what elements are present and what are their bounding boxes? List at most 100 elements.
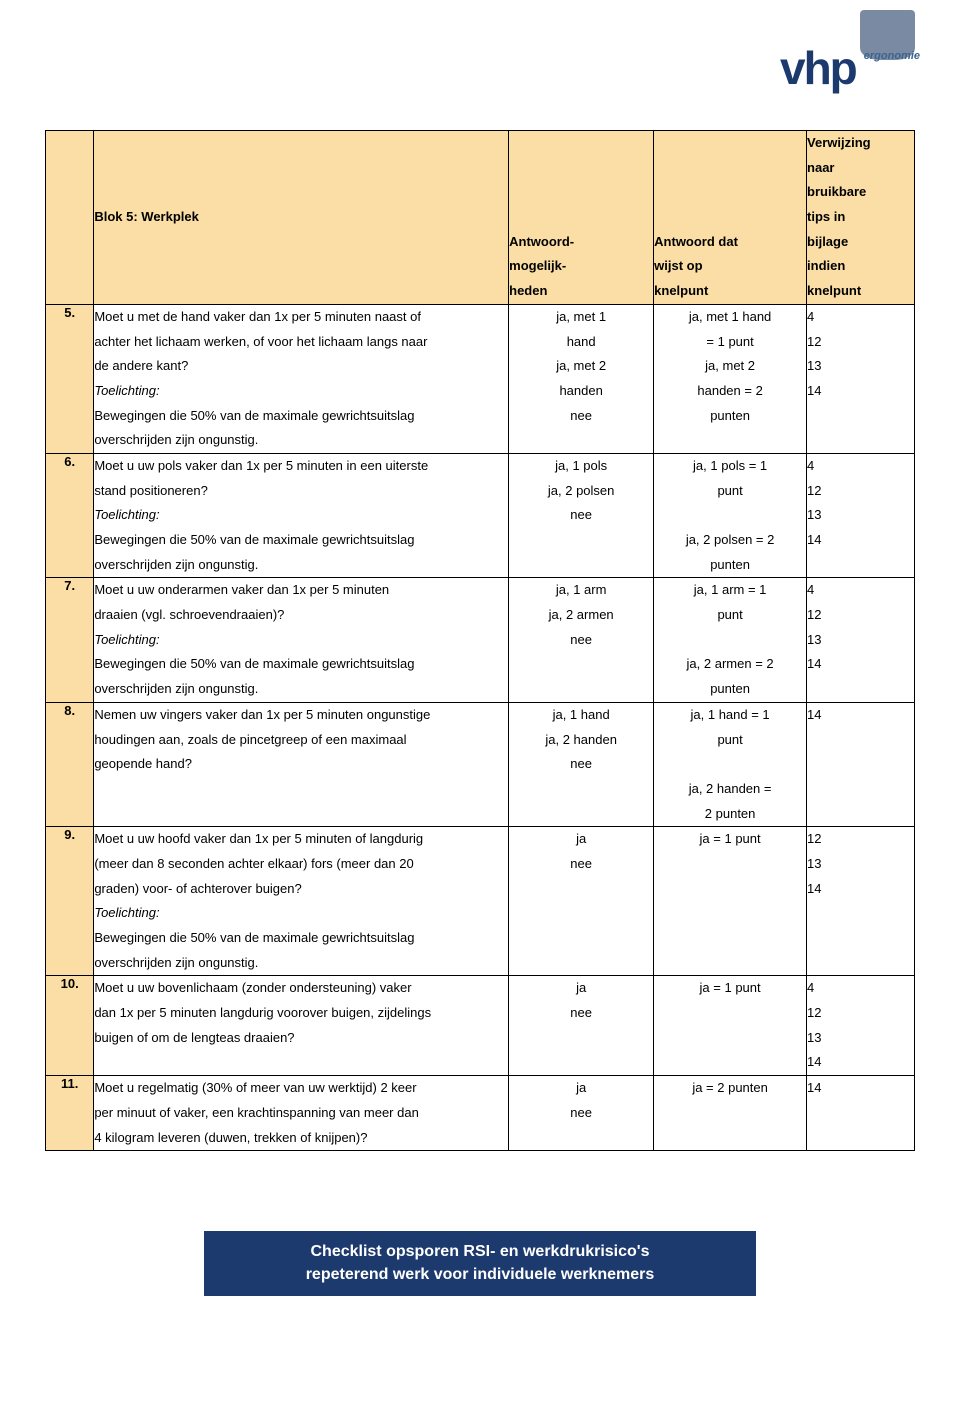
question-line: houdingen aan, zoals de pincetgreep of e… bbox=[94, 728, 508, 753]
option-line: ja bbox=[509, 976, 653, 1001]
row-options: janee bbox=[509, 976, 654, 1076]
question-line: graden) voor- of achterover buigen? bbox=[94, 877, 508, 902]
knelpunt-line: ja, 1 arm = 1 bbox=[654, 578, 806, 603]
question-line: overschrijden zijn ongunstig. bbox=[94, 553, 508, 578]
row-question: Moet u uw bovenlichaam (zonder ondersteu… bbox=[94, 976, 509, 1076]
row-question: Moet u regelmatig (30% of meer van uw we… bbox=[94, 1076, 509, 1151]
row-tips: 4121314 bbox=[807, 304, 915, 453]
question-line: Toelichting: bbox=[94, 503, 508, 528]
question-line: Moet u uw bovenlichaam (zonder ondersteu… bbox=[94, 976, 508, 1001]
question-line: Bewegingen die 50% van de maximale gewri… bbox=[94, 926, 508, 951]
tip-line: 12 bbox=[807, 603, 914, 628]
header-title: Blok 5: Werkplek bbox=[94, 131, 509, 305]
question-line: 4 kilogram leveren (duwen, trekken of kn… bbox=[94, 1126, 508, 1151]
footer-bar: Checklist opsporen RSI- en werkdrukrisic… bbox=[204, 1231, 756, 1296]
tip-line: 13 bbox=[807, 1026, 914, 1051]
option-line: ja bbox=[509, 827, 653, 852]
knelpunt-line: ja, 1 hand = 1 bbox=[654, 703, 806, 728]
header-tips: Verwijzing naar bruikbare tips in bijlag… bbox=[807, 131, 915, 305]
row-tips: 121314 bbox=[807, 827, 915, 976]
row-number: 11. bbox=[46, 1076, 94, 1151]
question-line: Bewegingen die 50% van de maximale gewri… bbox=[94, 652, 508, 677]
question-line: overschrijden zijn ongunstig. bbox=[94, 677, 508, 702]
tip-line: 14 bbox=[807, 528, 914, 553]
row-question: Moet u met de hand vaker dan 1x per 5 mi… bbox=[94, 304, 509, 453]
row-question: Moet u uw pols vaker dan 1x per 5 minute… bbox=[94, 453, 509, 577]
tip-line: 4 bbox=[807, 976, 914, 1001]
option-line: nee bbox=[509, 404, 653, 429]
knelpunt-line: punt bbox=[654, 479, 806, 504]
table-row: 6.Moet u uw pols vaker dan 1x per 5 minu… bbox=[46, 453, 915, 577]
knelpunt-line: punten bbox=[654, 404, 806, 429]
logo-text: vhp bbox=[780, 41, 856, 95]
option-line: nee bbox=[509, 852, 653, 877]
option-line: nee bbox=[509, 752, 653, 777]
row-question: Moet u uw onderarmen vaker dan 1x per 5 … bbox=[94, 578, 509, 702]
tip-line: 4 bbox=[807, 454, 914, 479]
tip-line: 14 bbox=[807, 652, 914, 677]
knelpunt-line: ja, 2 handen = bbox=[654, 777, 806, 802]
question-line: Moet u uw pols vaker dan 1x per 5 minute… bbox=[94, 454, 508, 479]
tip-line: 14 bbox=[807, 379, 914, 404]
row-options: janee bbox=[509, 827, 654, 976]
row-knelpunt: ja, 1 hand = 1punt ja, 2 handen =2 punte… bbox=[654, 702, 807, 826]
row-knelpunt: ja = 1 punt bbox=[654, 827, 807, 976]
row-knelpunt: ja, 1 pols = 1punt ja, 2 polsen = 2punte… bbox=[654, 453, 807, 577]
tip-line: 4 bbox=[807, 305, 914, 330]
footer-line1: Checklist opsporen RSI- en werkdrukrisic… bbox=[310, 1243, 649, 1260]
tip-line: 14 bbox=[807, 1076, 914, 1101]
question-line: Toelichting: bbox=[94, 901, 508, 926]
row-options: ja, 1 polsja, 2 polsennee bbox=[509, 453, 654, 577]
checklist-table: Blok 5: Werkplek Antwoord- mogelijk- hed… bbox=[45, 130, 915, 1151]
option-line: nee bbox=[509, 1001, 653, 1026]
knelpunt-line: punten bbox=[654, 553, 806, 578]
tip-line: 14 bbox=[807, 703, 914, 728]
row-number: 8. bbox=[46, 702, 94, 826]
row-knelpunt: ja = 2 punten bbox=[654, 1076, 807, 1151]
tip-line: 4 bbox=[807, 578, 914, 603]
knelpunt-line: ja = 2 punten bbox=[654, 1076, 806, 1101]
tip-line: 13 bbox=[807, 354, 914, 379]
tip-line: 13 bbox=[807, 503, 914, 528]
row-number: 5. bbox=[46, 304, 94, 453]
knelpunt-line: handen = 2 bbox=[654, 379, 806, 404]
option-line: handen bbox=[509, 379, 653, 404]
question-line: Toelichting: bbox=[94, 379, 508, 404]
tip-line: 12 bbox=[807, 1001, 914, 1026]
option-line: ja, 2 armen bbox=[509, 603, 653, 628]
table-header-row: Blok 5: Werkplek Antwoord- mogelijk- hed… bbox=[46, 131, 915, 305]
knelpunt-line bbox=[654, 503, 806, 528]
question-line: overschrijden zijn ongunstig. bbox=[94, 428, 508, 453]
knelpunt-line: = 1 punt bbox=[654, 330, 806, 355]
option-line: ja, 1 arm bbox=[509, 578, 653, 603]
row-number: 9. bbox=[46, 827, 94, 976]
question-line: Moet u uw onderarmen vaker dan 1x per 5 … bbox=[94, 578, 508, 603]
row-knelpunt: ja, met 1 hand= 1 puntja, met 2handen = … bbox=[654, 304, 807, 453]
page: ergonomie vhp Blok 5: Werkplek Antwoord- bbox=[0, 0, 960, 1336]
knelpunt-line: ja = 1 punt bbox=[654, 827, 806, 852]
question-line: overschrijden zijn ongunstig. bbox=[94, 951, 508, 976]
knelpunt-line: ja, 1 pols = 1 bbox=[654, 454, 806, 479]
row-options: ja, met 1handja, met 2handennee bbox=[509, 304, 654, 453]
table-row: 10.Moet u uw bovenlichaam (zonder onders… bbox=[46, 976, 915, 1076]
question-line: geopende hand? bbox=[94, 752, 508, 777]
row-tips: 14 bbox=[807, 1076, 915, 1151]
tip-line: 14 bbox=[807, 1050, 914, 1075]
question-line: Moet u regelmatig (30% of meer van uw we… bbox=[94, 1076, 508, 1101]
logo-subtext: ergonomie bbox=[864, 50, 920, 62]
knelpunt-line: ja = 1 punt bbox=[654, 976, 806, 1001]
header-blank bbox=[46, 131, 94, 305]
option-line: nee bbox=[509, 503, 653, 528]
table-row: 8.Nemen uw vingers vaker dan 1x per 5 mi… bbox=[46, 702, 915, 826]
question-line: per minuut of vaker, een krachtinspannin… bbox=[94, 1101, 508, 1126]
tip-line: 14 bbox=[807, 877, 914, 902]
question-line: dan 1x per 5 minuten langdurig voorover … bbox=[94, 1001, 508, 1026]
question-line: stand positioneren? bbox=[94, 479, 508, 504]
row-tips: 4121314 bbox=[807, 453, 915, 577]
question-line: Moet u uw hoofd vaker dan 1x per 5 minut… bbox=[94, 827, 508, 852]
row-number: 7. bbox=[46, 578, 94, 702]
option-line: ja, 2 polsen bbox=[509, 479, 653, 504]
row-number: 6. bbox=[46, 453, 94, 577]
header-options: Antwoord- mogelijk- heden bbox=[509, 131, 654, 305]
knelpunt-line: ja, met 1 hand bbox=[654, 305, 806, 330]
